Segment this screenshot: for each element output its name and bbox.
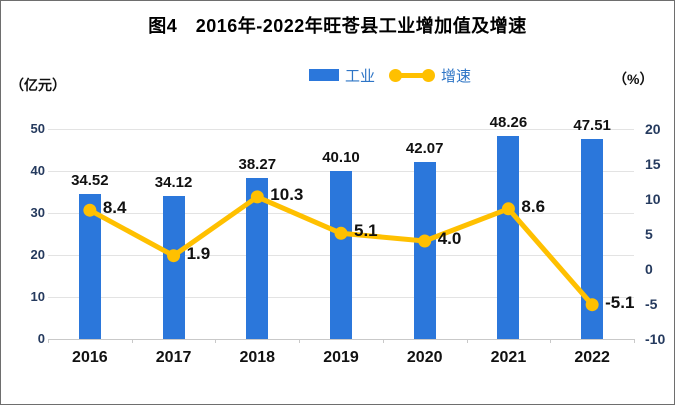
- bar-2017: [162, 195, 185, 339]
- bar-swatch-icon: [309, 69, 339, 81]
- gridline: [48, 129, 634, 130]
- line-value-label: 10.3: [270, 184, 304, 204]
- bar-value-label: 34.52: [71, 172, 109, 190]
- x-axis-category-label: 2020: [406, 349, 443, 366]
- x-axis-line: [48, 339, 634, 340]
- x-axis-category-label: 2016: [72, 349, 108, 366]
- x-axis-tick: [215, 339, 217, 343]
- x-axis-tick: [466, 339, 468, 343]
- bar-value-label: 48.26: [489, 114, 528, 132]
- right-axis-tick-label: -10: [645, 331, 666, 347]
- left-axis-tick-label: 10: [30, 289, 45, 304]
- left-axis-tick-label: 40: [30, 163, 45, 178]
- x-axis-category-label: 2019: [323, 349, 359, 366]
- line-value-label: -5.1: [605, 292, 635, 312]
- line-value-label: 8.6: [521, 196, 546, 216]
- bar-value-label: 40.10: [322, 148, 360, 166]
- line-value-label: 5.1: [354, 221, 378, 241]
- right-axis-tick-label: 10: [645, 191, 661, 207]
- bar-2016: [78, 194, 101, 339]
- left-axis-unit-label: （亿元）: [10, 77, 66, 93]
- line-swatch-dot-left: [389, 69, 403, 82]
- right-axis-tick-label: 0: [645, 261, 653, 277]
- right-axis-tick-label: -5: [645, 296, 658, 312]
- bar-value-label: 47.51: [573, 117, 611, 135]
- legend-label-industry: 工业: [345, 67, 376, 85]
- right-axis-tick-label: 20: [645, 121, 661, 137]
- x-axis-category-label: 2021: [490, 349, 527, 366]
- legend-label-growth: 增速: [441, 67, 472, 85]
- x-axis-tick: [131, 339, 133, 343]
- legend-item-growth: 增速: [389, 65, 471, 86]
- x-axis-category-label: 2018: [239, 349, 276, 366]
- bar-2022: [581, 139, 604, 339]
- line-value-label: 4.0: [437, 229, 462, 248]
- right-axis-unit-label: （%）: [613, 71, 654, 87]
- bar-2018: [246, 178, 269, 339]
- legend-item-industry: 工业: [309, 65, 375, 86]
- line-value-label: 8.4: [102, 198, 127, 218]
- x-axis-tick: [634, 339, 635, 343]
- bar-value-label: 42.07: [405, 140, 444, 158]
- line-swatch-icon: [389, 68, 436, 82]
- x-axis-tick: [299, 339, 301, 343]
- left-axis-tick-label: 0: [37, 331, 45, 346]
- right-axis-tick-label: 5: [645, 226, 653, 242]
- bar-value-label: 34.12: [154, 173, 193, 191]
- left-axis-tick-label: 30: [30, 205, 45, 220]
- line-value-label: 1.9: [186, 243, 211, 263]
- legend: 工业 增速: [309, 63, 471, 87]
- x-axis-category-label: 2017: [155, 349, 192, 366]
- right-axis-tick-label: 15: [645, 156, 661, 172]
- bar-2021: [497, 136, 520, 339]
- line-swatch-dot-right: [422, 69, 436, 82]
- bar-value-label: 38.27: [238, 156, 277, 174]
- left-axis-tick-label: 20: [30, 247, 45, 262]
- bar-2019: [330, 170, 352, 339]
- x-axis-tick: [48, 339, 49, 343]
- left-axis-tick-label: 50: [30, 121, 45, 136]
- x-axis-category-label: 2022: [574, 349, 610, 366]
- bar-2020: [413, 162, 436, 339]
- x-axis-tick: [382, 339, 384, 343]
- chart-title: 图4 2016年-2022年旺苍县工业增加值及增速: [148, 16, 527, 36]
- line-swatch-segment: [393, 73, 432, 78]
- x-axis-tick: [550, 339, 552, 343]
